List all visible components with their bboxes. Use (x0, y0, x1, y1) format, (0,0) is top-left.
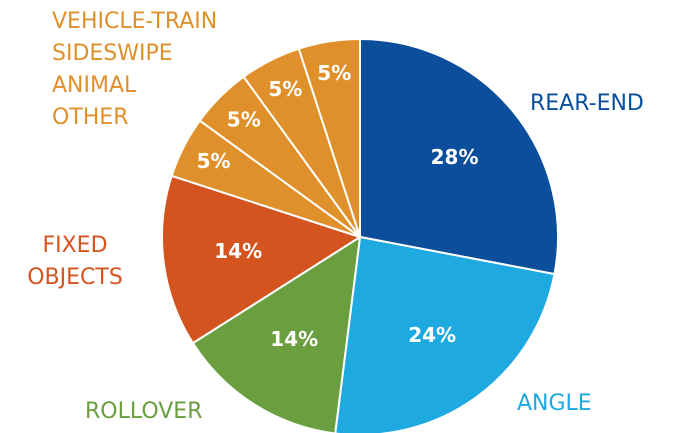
category-label: OTHER (52, 105, 129, 130)
value-label: 5% (197, 149, 231, 173)
category-label: REAR-END (530, 91, 644, 116)
value-label: 24% (408, 323, 456, 347)
value-label: 5% (317, 61, 351, 85)
value-label: 14% (214, 239, 262, 263)
category-label: VEHICLE-TRAIN (52, 9, 218, 34)
value-label: 5% (227, 107, 261, 131)
pie-slice (297, 37, 361, 238)
value-label: 28% (431, 145, 479, 169)
value-label: 14% (270, 327, 318, 351)
category-label: FIXED OBJECTS (27, 233, 123, 290)
pie-slice (359, 37, 559, 276)
category-label: ROLLOVER (85, 399, 203, 424)
value-label: 5% (268, 77, 302, 101)
category-label: ANGLE (517, 391, 592, 416)
category-label: SIDESWIPE (52, 41, 173, 66)
pie-slice (334, 235, 556, 433)
pie-slice (191, 235, 362, 433)
category-label: ANIMAL (52, 73, 137, 98)
pie-slice (161, 174, 363, 345)
